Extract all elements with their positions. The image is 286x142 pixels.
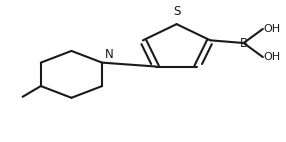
Text: B: B bbox=[240, 36, 248, 50]
Text: OH: OH bbox=[264, 24, 281, 34]
Text: N: N bbox=[105, 48, 113, 61]
Text: S: S bbox=[173, 5, 180, 18]
Text: OH: OH bbox=[264, 52, 281, 62]
